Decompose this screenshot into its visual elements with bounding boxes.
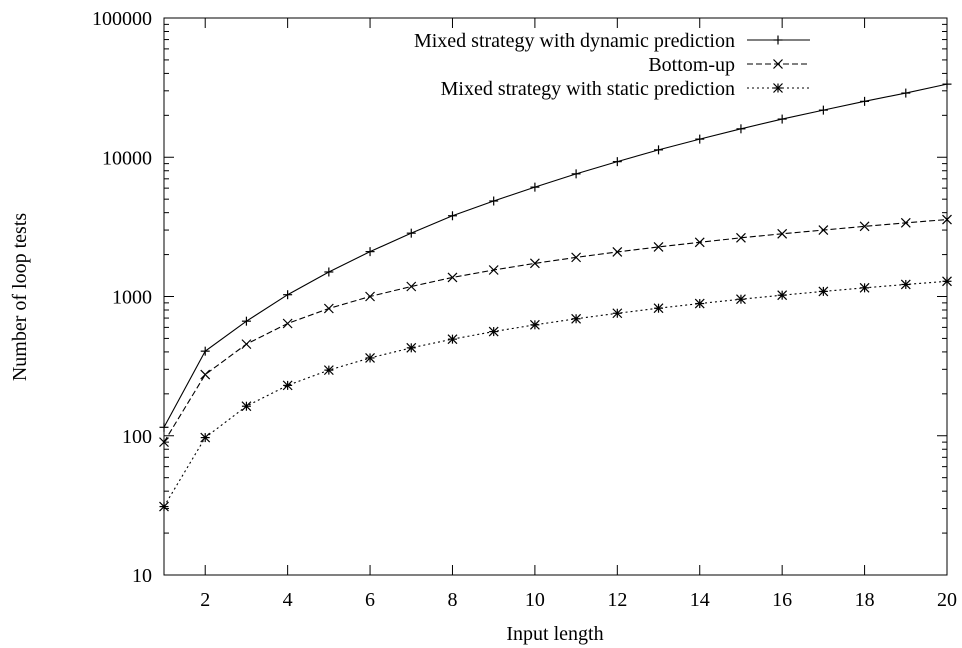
data-point [612,157,622,167]
data-point [159,501,169,512]
data-point [200,432,211,443]
data-point [860,96,870,106]
data-point [818,225,829,235]
data-point [447,211,457,221]
y-tick-label: 10 [132,565,152,587]
data-point [447,272,458,283]
y-tick-label: 100 [122,426,152,448]
legend-label: Bottom-up [648,54,735,76]
y-tick-label: 10000 [102,147,152,169]
data-point [653,241,664,252]
data-point [942,276,952,287]
x-tick-label: 4 [283,589,293,611]
data-point [365,247,375,257]
data-point [695,134,705,144]
data-point [654,145,664,155]
data-point [159,437,169,448]
y-axis: 10 100 1000 10000 100000 [92,8,947,587]
plot-frame [163,17,948,576]
data-point [942,79,952,89]
data-point [571,169,581,179]
data-point [900,217,911,228]
x-tick-label: 8 [447,589,457,611]
data-point [282,380,293,391]
legend-label: Mixed strategy with static prediction [441,78,735,100]
data-point [942,214,952,225]
data-point [818,286,829,297]
data-point [241,401,252,412]
data-point [488,265,499,275]
legend-label: Mixed strategy with dynamic prediction [414,30,735,52]
legend-marker [773,35,783,45]
data-point [736,294,746,305]
x-tick-label: 20 [937,589,957,611]
data-point [900,279,911,290]
data-point [200,346,210,356]
data-point [571,313,582,324]
data-point [241,316,251,326]
series-line [163,218,948,443]
legend-marker [773,83,783,93]
data-point [694,237,705,248]
series-layer [159,79,952,512]
data-point [818,105,828,115]
data-point [365,291,375,302]
data-point [777,290,788,301]
x-tick-label: 16 [772,589,792,611]
series-line [163,83,948,428]
data-point [859,221,870,232]
x-tick-label: 6 [365,589,375,611]
legend-marker [773,59,783,69]
data-point [200,369,211,380]
data-point [777,228,788,239]
data-point [736,124,746,134]
data-point [859,282,870,293]
x-tick-label: 2 [200,589,210,611]
y-tick-label: 100000 [92,8,152,30]
series-1 [159,79,952,432]
series-2 [159,214,952,448]
data-point [447,334,458,345]
data-point [736,232,746,243]
data-point [241,339,252,350]
data-point [324,267,334,277]
x-axis-label: Input length [506,623,603,645]
data-point [406,342,417,353]
data-point [612,246,623,257]
data-point [159,422,169,432]
data-point [489,196,499,206]
y-tick-label: 1000 [112,287,152,309]
series-3 [159,276,952,512]
data-point [612,308,623,319]
data-point [365,353,375,363]
data-point [323,303,334,314]
series-line [163,280,948,507]
data-point [323,365,334,376]
x-tick-label: 12 [607,589,627,611]
x-tick-label: 14 [690,589,710,611]
x-tick-label: 10 [525,589,545,611]
x-axis: 2 4 6 8 10 12 14 16 18 20 [200,18,957,611]
data-point [283,290,293,300]
data-point [530,182,540,192]
legend: Mixed strategy with dynamic predictionBo… [414,30,810,100]
data-point [901,88,911,98]
data-point [406,281,417,292]
data-point [529,258,540,269]
x-tick-label: 18 [855,589,875,611]
data-point [406,228,416,238]
y-axis-label: Number of loop tests [9,213,31,382]
data-point [777,114,787,124]
data-point [488,326,499,337]
data-point [571,252,582,263]
data-point [529,319,540,330]
data-point [694,298,705,309]
data-point [282,318,293,329]
data-point [653,303,664,314]
